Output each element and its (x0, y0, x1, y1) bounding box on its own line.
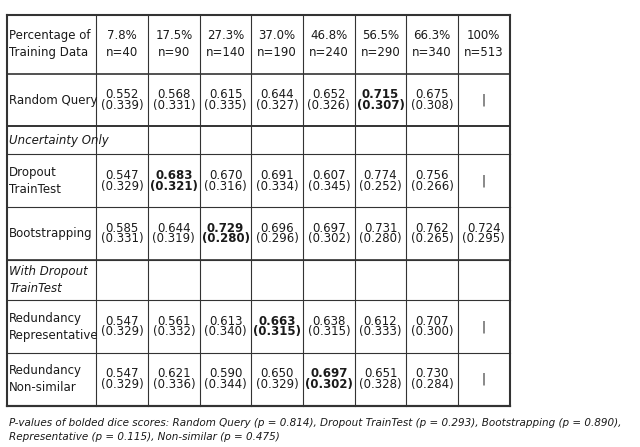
Text: (0.331): (0.331) (152, 99, 195, 112)
Text: 0.707: 0.707 (415, 315, 449, 328)
Text: 0.724: 0.724 (467, 222, 500, 235)
Text: (0.327): (0.327) (256, 99, 298, 112)
Text: 0.585: 0.585 (106, 222, 139, 235)
Text: 0.756: 0.756 (415, 169, 449, 182)
Text: 0.691: 0.691 (260, 169, 294, 182)
Text: (0.336): (0.336) (152, 378, 195, 391)
Text: (0.339): (0.339) (101, 99, 143, 112)
Text: 0.552: 0.552 (106, 88, 139, 101)
Text: |: | (482, 174, 486, 187)
Text: Uncertainty Only: Uncertainty Only (9, 134, 109, 147)
Text: (0.284): (0.284) (411, 378, 454, 391)
Text: (0.333): (0.333) (359, 325, 402, 338)
Text: 7.8%
n=40: 7.8% n=40 (106, 29, 138, 59)
Text: 0.697: 0.697 (310, 367, 348, 380)
Text: 0.675: 0.675 (415, 88, 449, 101)
Text: 0.615: 0.615 (209, 88, 243, 101)
Text: (0.329): (0.329) (101, 378, 143, 391)
Text: (0.296): (0.296) (256, 232, 299, 245)
Text: 66.3%
n=340: 66.3% n=340 (412, 29, 452, 59)
Text: (0.321): (0.321) (150, 180, 198, 193)
Text: 37.0%
n=190: 37.0% n=190 (257, 29, 297, 59)
Text: Redundancy
Non-similar: Redundancy Non-similar (9, 364, 82, 394)
Text: (0.315): (0.315) (253, 325, 301, 338)
Text: (0.265): (0.265) (411, 232, 454, 245)
Text: 0.670: 0.670 (209, 169, 243, 182)
Text: 0.762: 0.762 (415, 222, 449, 235)
Text: 0.590: 0.590 (209, 367, 242, 380)
Text: 0.696: 0.696 (260, 222, 294, 235)
Text: (0.335): (0.335) (204, 99, 247, 112)
Text: P-values of bolded dice scores: Random Query (p = 0.814), Dropout TrainTest (p =: P-values of bolded dice scores: Random Q… (9, 418, 621, 442)
Text: (0.331): (0.331) (101, 232, 143, 245)
Text: (0.302): (0.302) (305, 378, 353, 391)
Text: 0.729: 0.729 (207, 222, 244, 235)
Text: (0.328): (0.328) (359, 378, 402, 391)
Text: |: | (482, 93, 486, 106)
Text: (0.326): (0.326) (307, 99, 350, 112)
Text: 0.683: 0.683 (155, 169, 193, 182)
Text: 0.774: 0.774 (364, 169, 397, 182)
Text: 0.715: 0.715 (362, 88, 399, 101)
Text: 0.638: 0.638 (312, 315, 346, 328)
Text: (0.307): (0.307) (356, 99, 404, 112)
Text: (0.329): (0.329) (101, 180, 143, 193)
Text: 0.644: 0.644 (260, 88, 294, 101)
Text: (0.319): (0.319) (152, 232, 195, 245)
Text: 0.561: 0.561 (157, 315, 191, 328)
Text: 100%
n=513: 100% n=513 (464, 29, 504, 59)
Text: Percentage of
Training Data: Percentage of Training Data (9, 29, 91, 59)
Text: Random Query: Random Query (9, 93, 97, 106)
Text: With Dropout
TrainTest: With Dropout TrainTest (9, 265, 88, 295)
Text: 0.612: 0.612 (364, 315, 397, 328)
Text: 0.652: 0.652 (312, 88, 346, 101)
Text: (0.340): (0.340) (204, 325, 247, 338)
Text: 0.644: 0.644 (157, 222, 191, 235)
Text: (0.308): (0.308) (411, 99, 453, 112)
Text: (0.280): (0.280) (202, 232, 250, 245)
Text: 0.651: 0.651 (364, 367, 397, 380)
Text: (0.344): (0.344) (204, 378, 247, 391)
Text: (0.252): (0.252) (359, 180, 402, 193)
Text: 56.5%
n=290: 56.5% n=290 (360, 29, 401, 59)
Text: (0.280): (0.280) (359, 232, 402, 245)
Text: 17.5%
n=90: 17.5% n=90 (156, 29, 193, 59)
Text: 0.731: 0.731 (364, 222, 397, 235)
Text: (0.329): (0.329) (256, 378, 298, 391)
Text: 0.547: 0.547 (106, 315, 139, 328)
Text: 0.697: 0.697 (312, 222, 346, 235)
Text: Dropout
TrainTest: Dropout TrainTest (9, 166, 61, 196)
Text: 0.547: 0.547 (106, 367, 139, 380)
Text: 0.650: 0.650 (260, 367, 294, 380)
Text: 0.607: 0.607 (312, 169, 346, 182)
Text: |: | (482, 373, 486, 386)
Text: 46.8%
n=240: 46.8% n=240 (309, 29, 349, 59)
Text: (0.300): (0.300) (411, 325, 453, 338)
Text: 27.3%
n=140: 27.3% n=140 (205, 29, 245, 59)
Text: (0.316): (0.316) (204, 180, 247, 193)
Text: 0.613: 0.613 (209, 315, 243, 328)
Text: (0.302): (0.302) (308, 232, 350, 245)
Text: Bootstrapping: Bootstrapping (9, 227, 93, 240)
Text: Redundancy
Representative: Redundancy Representative (9, 312, 99, 342)
Text: 0.547: 0.547 (106, 169, 139, 182)
Text: (0.266): (0.266) (411, 180, 454, 193)
Text: (0.332): (0.332) (152, 325, 195, 338)
Text: (0.345): (0.345) (308, 180, 350, 193)
Text: 0.663: 0.663 (259, 315, 296, 328)
Text: (0.315): (0.315) (308, 325, 350, 338)
Text: 0.730: 0.730 (415, 367, 449, 380)
Text: (0.295): (0.295) (463, 232, 505, 245)
Text: 0.568: 0.568 (157, 88, 191, 101)
Text: |: | (482, 320, 486, 333)
Text: 0.621: 0.621 (157, 367, 191, 380)
Text: (0.334): (0.334) (256, 180, 298, 193)
Text: (0.329): (0.329) (101, 325, 143, 338)
